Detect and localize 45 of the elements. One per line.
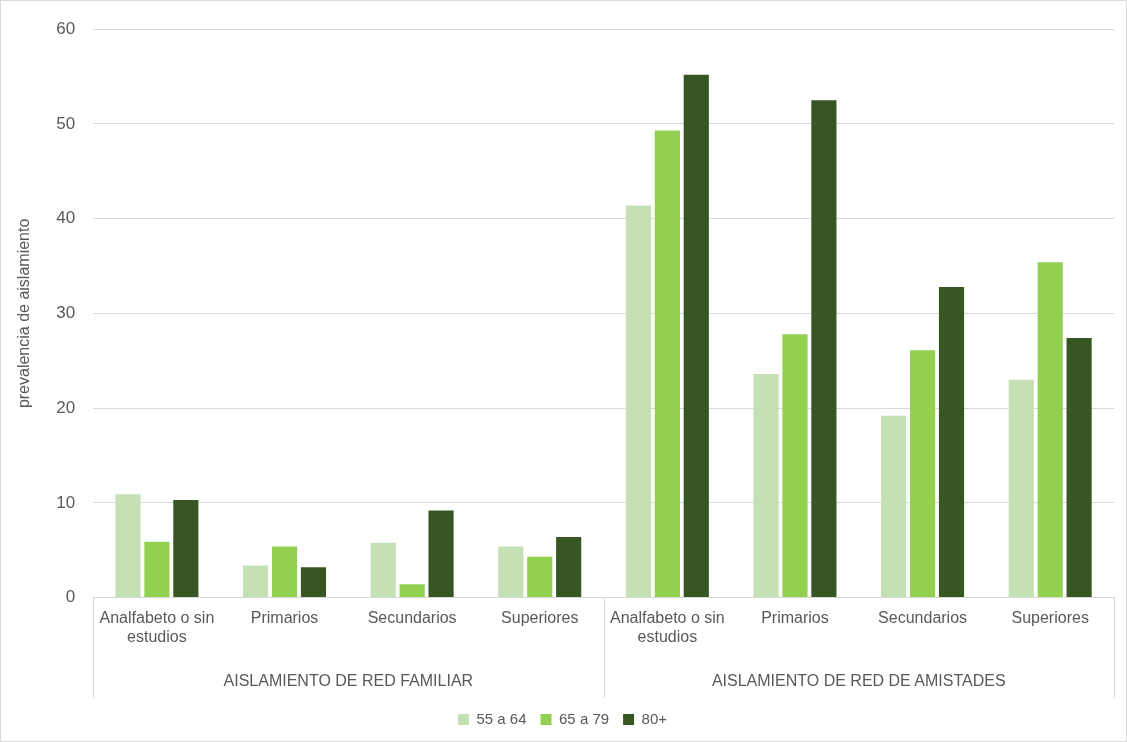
x-tick-label: Primarios xyxy=(761,608,829,626)
x-tick-label: Analfabeto o sin estudios xyxy=(609,608,725,645)
bar xyxy=(271,546,298,598)
bar xyxy=(144,541,170,598)
x-tick-label: Primarios xyxy=(250,608,319,626)
bar xyxy=(300,567,327,598)
bar xyxy=(243,565,269,598)
text: AISLAMIENTO DE RED FAMILIAR xyxy=(223,672,474,690)
bar xyxy=(811,100,837,598)
bar xyxy=(556,536,582,598)
bar xyxy=(654,130,680,598)
bar xyxy=(881,415,907,598)
y-axis-title: prevalencia de aislamiento xyxy=(15,218,33,409)
bar xyxy=(527,556,553,598)
y-tick-label: 10 xyxy=(56,492,76,512)
bar xyxy=(173,500,199,598)
bar xyxy=(399,584,425,598)
y-tick-label: 40 xyxy=(56,208,76,228)
bar xyxy=(938,286,965,598)
legend-label: 55 a 64 xyxy=(476,709,527,727)
bar xyxy=(1037,262,1063,598)
legend-label: 65 a 79 xyxy=(559,709,610,727)
bar xyxy=(498,546,524,598)
text: AISLAMIENTO DE RED DE AMISTADES xyxy=(711,672,1006,690)
legend-label: 80+ xyxy=(641,709,668,727)
bar xyxy=(625,205,652,598)
y-tick-label: 50 xyxy=(56,113,76,133)
y-tick-label: 20 xyxy=(56,397,76,417)
bar xyxy=(683,74,709,598)
x-tick-label: Secundarios xyxy=(878,608,968,626)
bar xyxy=(370,542,396,598)
x-tick-label: Superiores xyxy=(1011,608,1089,626)
bar xyxy=(1066,338,1092,598)
x-tick-label: Analfabeto o sin estudios xyxy=(99,608,215,645)
y-tick-label: 0 xyxy=(65,587,76,607)
x-tick-label: Secundarios xyxy=(367,608,457,626)
bar xyxy=(428,510,454,598)
bar xyxy=(753,374,779,598)
y-tick-label: 30 xyxy=(56,303,76,323)
x-tick-label: Superiores xyxy=(501,608,579,626)
bar xyxy=(910,350,936,598)
bar xyxy=(782,334,808,598)
y-tick-label: 60 xyxy=(56,18,76,38)
bar xyxy=(1008,379,1034,598)
bar xyxy=(115,494,141,598)
